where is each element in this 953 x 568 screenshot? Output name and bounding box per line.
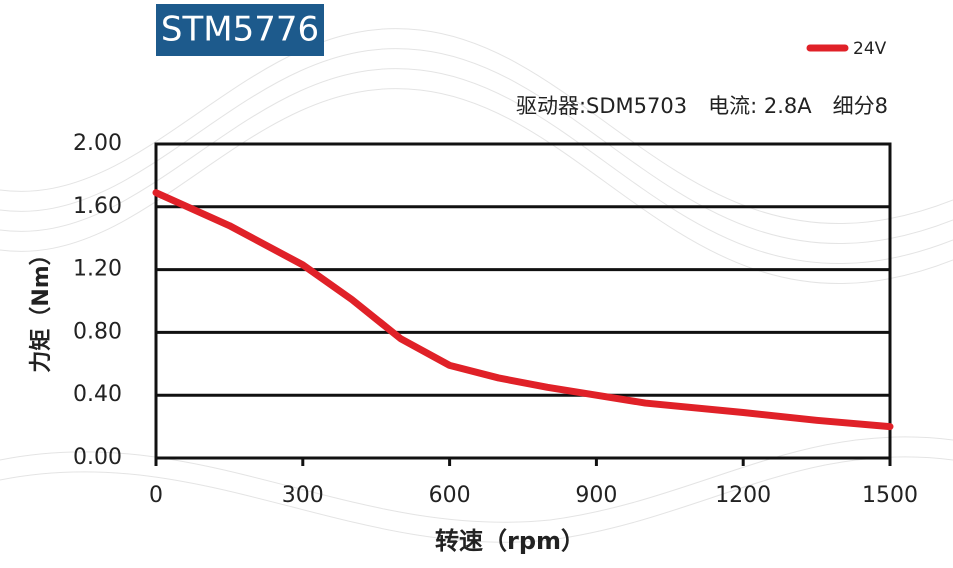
- x-axis-label: 转速（rpm）: [435, 527, 585, 555]
- subtitle: 驱动器:SDM5703 电流: 2.8A 细分8: [516, 94, 888, 118]
- y-tick-label: 0.80: [73, 319, 122, 344]
- y-axis-label: 力矩（Nm）: [28, 243, 54, 372]
- y-tick-label: 1.60: [73, 194, 122, 219]
- x-tick-label: 300: [282, 483, 324, 508]
- x-tick-label: 0: [149, 483, 163, 508]
- y-tick-label: 1.20: [73, 257, 122, 282]
- x-tick-label: 900: [575, 483, 617, 508]
- x-tick-label: 1200: [715, 483, 771, 508]
- x-tick-label: 1500: [862, 483, 918, 508]
- chart-title: STM5776: [161, 10, 319, 50]
- legend-label: 24V: [853, 39, 887, 59]
- y-tick-label: 2.00: [73, 131, 122, 156]
- y-tick-label: 0.00: [73, 445, 122, 470]
- x-tick-label: 600: [429, 483, 471, 508]
- y-tick-label: 0.40: [73, 382, 122, 407]
- series-line: [152, 189, 894, 431]
- plot-frame: [154, 142, 892, 460]
- title-box: [156, 4, 324, 56]
